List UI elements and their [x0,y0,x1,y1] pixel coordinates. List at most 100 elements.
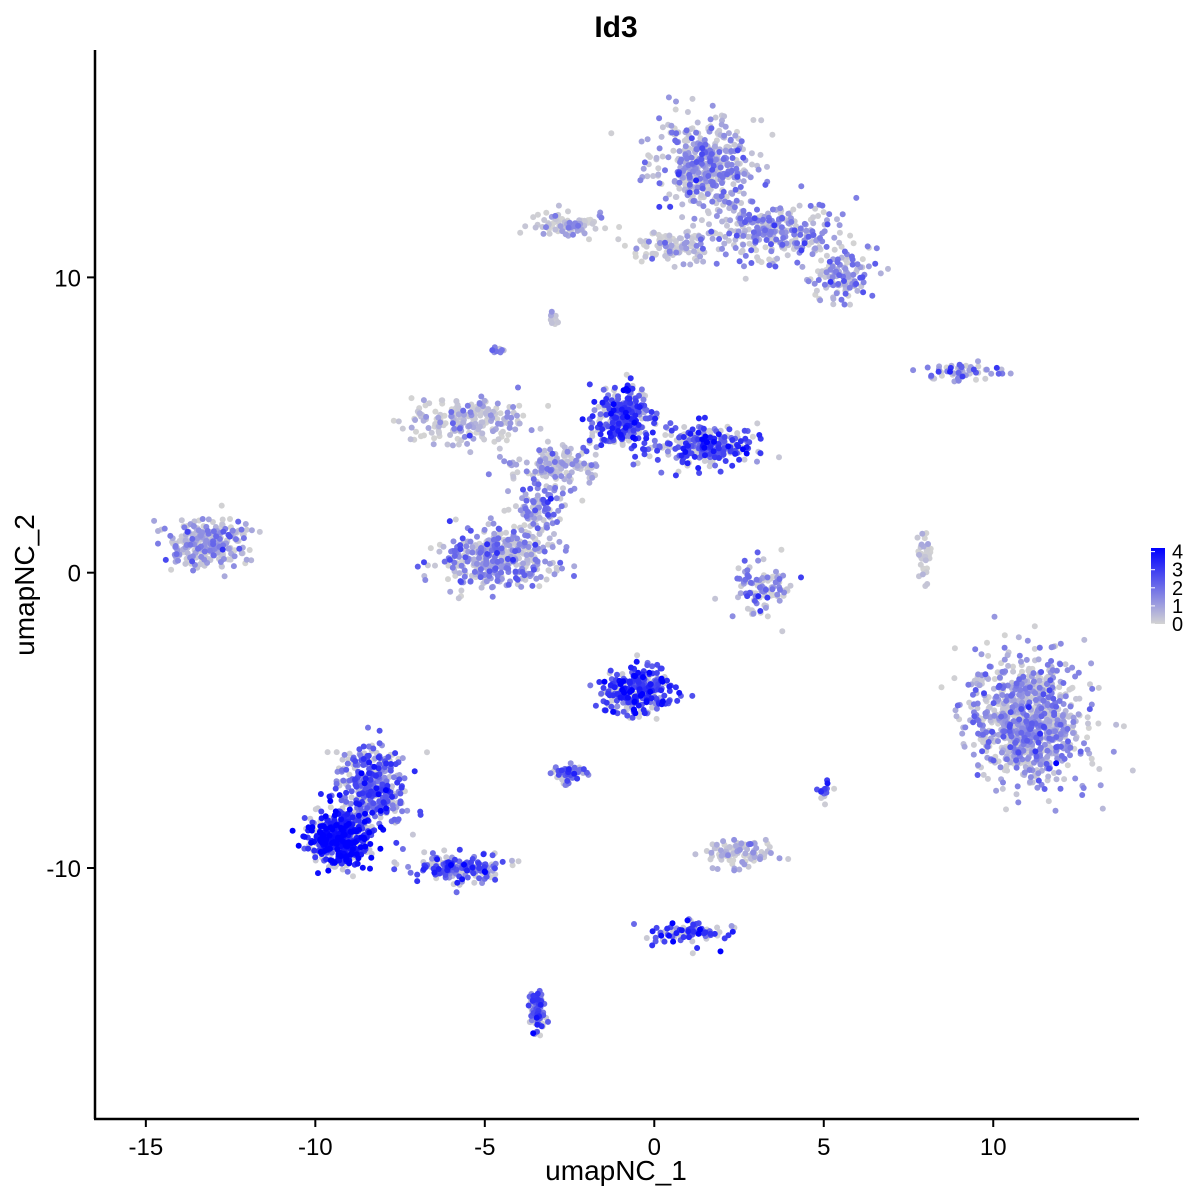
data-point [536,514,543,521]
data-point [676,148,683,155]
data-point [637,177,644,184]
data-point [726,230,733,237]
data-point [853,280,860,287]
data-point [630,461,637,468]
data-point [788,218,795,225]
data-point [1061,776,1068,783]
data-point [995,738,1001,745]
data-point [725,237,732,244]
data-point [161,525,168,532]
data-point [510,473,517,480]
data-point [483,578,490,585]
data-point [301,815,308,821]
data-point [561,444,568,451]
data-point [1072,735,1079,742]
data-point [701,137,708,143]
data-point [925,541,931,547]
data-point [659,153,666,160]
data-point [391,774,397,781]
data-point [993,787,1000,794]
data-point [859,274,866,281]
data-point [935,368,942,375]
data-point [453,398,460,405]
data-point [439,397,446,404]
data-point [190,567,197,574]
data-point [204,527,211,534]
data-point [1046,729,1053,736]
data-point [719,218,726,225]
data-point [1046,718,1053,725]
data-point [551,571,558,578]
data-point [749,161,755,168]
data-point [476,555,482,561]
data-point [393,839,400,846]
data-point [813,287,820,294]
data-point [846,284,853,291]
data-point [724,171,731,178]
data-point [423,413,430,420]
data-point [172,543,179,549]
data-point [1000,779,1006,786]
data-point [1030,678,1037,685]
data-point [656,443,663,450]
data-point [420,397,427,404]
data-point [489,558,496,565]
data-point [1046,735,1053,742]
data-point [1070,714,1077,721]
data-point [230,563,237,570]
data-point [615,393,621,400]
data-point [1032,748,1039,755]
data-point [672,445,679,452]
data-point [745,573,752,580]
data-point [592,225,599,232]
data-point [766,256,773,263]
data-point [658,469,665,476]
data-point [184,528,191,535]
data-point [187,541,194,548]
data-point [532,541,539,548]
data-point [776,454,782,461]
data-point [990,700,997,707]
data-point [718,852,725,859]
data-point [839,211,846,218]
data-point [798,574,804,581]
data-point [1046,687,1053,694]
data-point [748,260,755,266]
data-point [391,859,398,866]
data-point [751,597,758,604]
data-point [729,190,736,197]
data-point [1013,791,1020,798]
data-point [1088,755,1095,762]
data-point [975,730,982,737]
data-point [762,244,769,251]
data-point [479,419,486,426]
data-point [673,249,680,256]
data-point [394,779,401,786]
data-point [1077,748,1084,755]
data-point [1048,644,1055,651]
data-point [571,573,577,579]
data-point [1023,656,1030,663]
data-point [487,412,494,419]
data-point [364,805,371,811]
data-point [452,516,459,523]
data-point [586,236,592,243]
data-point [699,151,705,158]
data-point [418,433,424,440]
data-point [662,432,669,438]
data-point [762,181,769,188]
data-point [543,209,550,216]
data-point [972,646,979,653]
data-point [574,462,581,469]
data-point [721,132,728,139]
data-point [550,511,557,518]
data-point [220,528,227,535]
data-point [558,767,565,774]
data-point [408,424,415,431]
data-point [151,517,158,524]
data-point [225,545,232,552]
data-point [689,235,696,242]
data-point [436,548,443,555]
data-point [238,550,245,557]
data-point [495,535,502,542]
